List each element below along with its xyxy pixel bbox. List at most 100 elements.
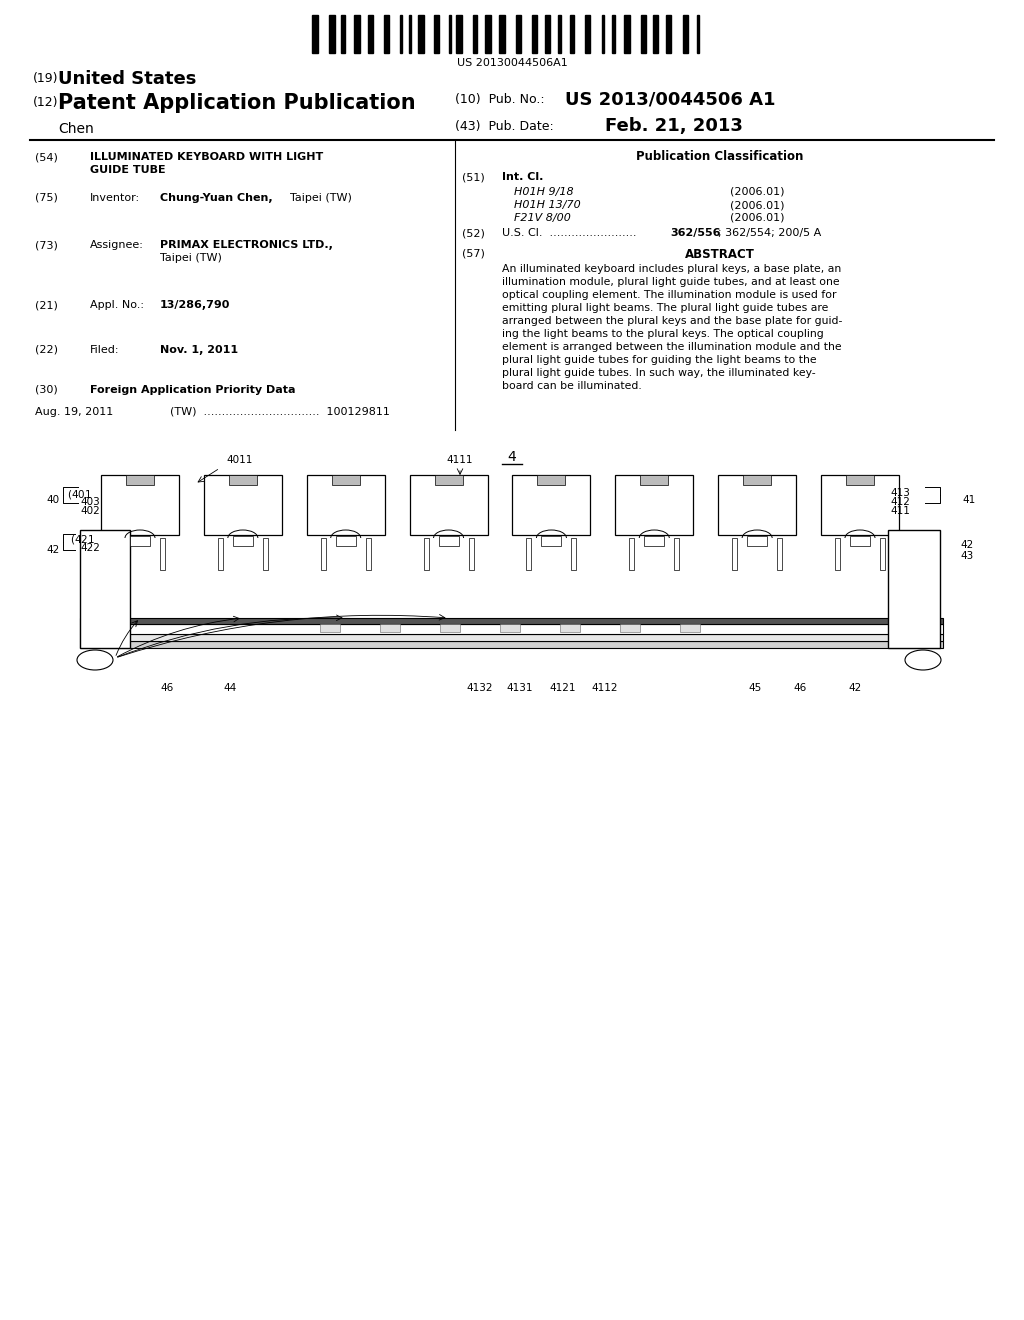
Bar [434, 475, 463, 484]
Bar [115, 539, 120, 570]
Text: An illuminated keyboard includes plural keys, a base plate, an: An illuminated keyboard includes plural … [502, 264, 842, 275]
Bar [332, 475, 359, 484]
Bar [499, 15, 505, 53]
Text: Chen: Chen [58, 121, 94, 136]
Bar [538, 475, 565, 484]
Bar [424, 539, 429, 570]
FancyBboxPatch shape [307, 475, 385, 535]
FancyBboxPatch shape [718, 475, 796, 535]
Text: 4131: 4131 [507, 682, 534, 693]
Text: arranged between the plural keys and the base plate for guid-: arranged between the plural keys and the… [502, 315, 843, 326]
Bar [630, 539, 634, 570]
Text: Taipei (TW): Taipei (TW) [290, 193, 352, 203]
Text: plural light guide tubes for guiding the light beams to the: plural light guide tubes for guiding the… [502, 355, 816, 366]
Bar [368, 15, 373, 53]
Text: (54): (54) [35, 152, 58, 162]
Text: board can be illuminated.: board can be illuminated. [502, 381, 642, 391]
Text: Aug. 19, 2011: Aug. 19, 2011 [35, 407, 114, 417]
Text: 42: 42 [848, 682, 861, 693]
Bar [888, 531, 940, 648]
Text: 4011: 4011 [226, 455, 253, 465]
Text: $\mathregular{(}$421: $\mathregular{(}$421 [70, 533, 95, 546]
Text: Taipei (TW): Taipei (TW) [160, 253, 222, 263]
Text: (2006.01): (2006.01) [730, 187, 784, 197]
Text: (21): (21) [35, 300, 58, 310]
Bar [80, 642, 943, 648]
Bar [532, 15, 537, 53]
Bar [526, 539, 531, 570]
Bar [126, 475, 154, 484]
Bar [612, 15, 615, 53]
Text: 43: 43 [961, 550, 973, 561]
Text: PRIMAX ELECTRONICS LTD.,: PRIMAX ELECTRONICS LTD., [160, 240, 333, 249]
Text: ing the light beams to the plural keys. The optical coupling: ing the light beams to the plural keys. … [502, 329, 823, 339]
Text: Appl. No.:: Appl. No.: [90, 300, 144, 310]
Text: illumination module, plural light guide tubes, and at least one: illumination module, plural light guide … [502, 277, 840, 286]
Text: Chung-Yuan Chen,: Chung-Yuan Chen, [160, 193, 272, 203]
Bar [449, 15, 451, 53]
Bar [473, 15, 477, 53]
Text: Filed:: Filed: [90, 345, 120, 355]
Bar [336, 536, 355, 546]
Bar [624, 15, 630, 53]
Ellipse shape [905, 649, 941, 671]
Bar [846, 475, 874, 484]
Text: (75): (75) [35, 193, 58, 203]
Text: ABSTRACT: ABSTRACT [685, 248, 755, 261]
Text: (10)  Pub. No.:: (10) Pub. No.: [455, 92, 545, 106]
Text: (30): (30) [35, 385, 57, 395]
Bar [680, 624, 700, 632]
Text: US 20130044506A1: US 20130044506A1 [457, 58, 567, 69]
Text: plural light guide tubes. In such way, the illuminated key-: plural light guide tubes. In such way, t… [502, 368, 816, 378]
Bar [640, 475, 669, 484]
Bar [418, 15, 424, 53]
Text: Foreign Application Priority Data: Foreign Application Priority Data [90, 385, 296, 395]
Bar [545, 15, 550, 53]
Text: (51): (51) [462, 172, 484, 182]
FancyBboxPatch shape [821, 475, 899, 535]
Text: element is arranged between the illumination module and the: element is arranged between the illumina… [502, 342, 842, 352]
Text: $\mathregular{(}$401: $\mathregular{(}$401 [67, 488, 92, 502]
Bar [516, 15, 521, 53]
Text: GUIDE TUBE: GUIDE TUBE [90, 165, 166, 176]
Text: 46: 46 [794, 682, 807, 693]
Bar [440, 624, 460, 632]
Text: Assignee:: Assignee: [90, 240, 144, 249]
FancyBboxPatch shape [101, 475, 179, 535]
Bar [558, 15, 561, 53]
Bar [674, 539, 679, 570]
Bar [880, 539, 885, 570]
Bar [835, 539, 840, 570]
Bar [570, 15, 574, 53]
Bar [748, 536, 767, 546]
Text: 42: 42 [961, 540, 973, 550]
Bar [469, 539, 473, 570]
Bar [585, 15, 590, 53]
Bar [602, 15, 604, 53]
FancyBboxPatch shape [204, 475, 282, 535]
Bar [641, 15, 646, 53]
Text: (52): (52) [462, 228, 485, 238]
Text: F21V 8/00: F21V 8/00 [514, 213, 570, 223]
Text: ; 362/554; 200/5 A: ; 362/554; 200/5 A [718, 228, 821, 238]
Text: 402: 402 [80, 506, 99, 516]
Text: 4121: 4121 [550, 682, 577, 693]
Bar [319, 624, 340, 632]
Bar [228, 475, 257, 484]
Bar [312, 15, 318, 53]
Bar [485, 15, 490, 53]
Bar [542, 536, 561, 546]
Text: U.S. Cl.  ........................: U.S. Cl. ........................ [502, 228, 637, 238]
Bar [560, 624, 580, 632]
Bar [500, 624, 520, 632]
Text: 40: 40 [47, 495, 60, 506]
Text: 422: 422 [80, 543, 100, 553]
Bar [366, 539, 371, 570]
Text: 44: 44 [223, 682, 237, 693]
FancyBboxPatch shape [615, 475, 693, 535]
Text: H01H 13/70: H01H 13/70 [514, 201, 581, 210]
Text: US 2013/0044506 A1: US 2013/0044506 A1 [565, 90, 775, 108]
Bar [697, 15, 699, 53]
Bar [777, 539, 782, 570]
Text: (12): (12) [33, 96, 58, 110]
